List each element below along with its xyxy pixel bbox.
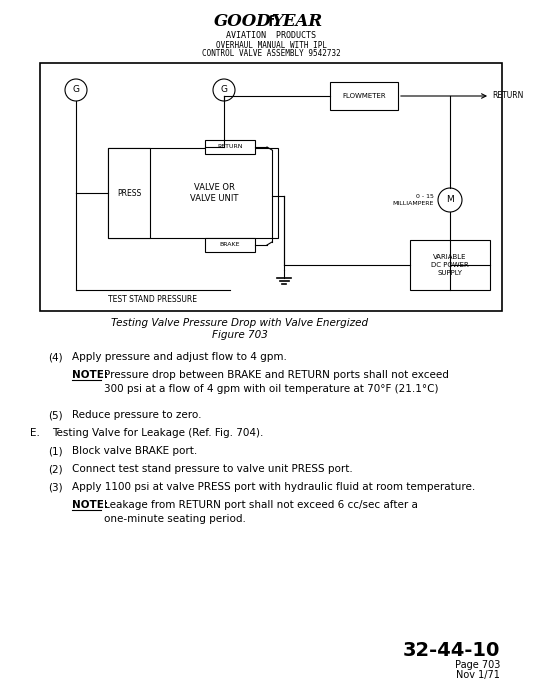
Text: Apply pressure and adjust flow to 4 gpm.: Apply pressure and adjust flow to 4 gpm. [72,352,287,362]
Bar [330,82,398,110]
Text: E.: E. [30,428,40,438]
Bar [40,63,502,311]
Text: Connect test stand pressure to valve unit PRESS port.: Connect test stand pressure to valve uni… [72,464,353,474]
Text: Testing Valve for Leakage (Ref. Fig. 704).: Testing Valve for Leakage (Ref. Fig. 704… [52,428,263,438]
Text: (1): (1) [48,446,63,456]
Text: G: G [72,85,80,94]
Text: 0 - 15
MILLIAMPERE: 0 - 15 MILLIAMPERE [393,195,434,206]
Bar [205,238,255,252]
Text: 32-44-10: 32-44-10 [403,640,500,659]
Text: Leakage from RETURN port shall not exceed 6 cc/sec after a
one-minute seating pe: Leakage from RETURN port shall not excee… [104,500,418,524]
Text: Pressure drop between BRAKE and RETURN ports shall not exceed
300 psi at a flow : Pressure drop between BRAKE and RETURN p… [104,370,449,394]
Text: CONTROL VALVE ASSEMBLY 9542732: CONTROL VALVE ASSEMBLY 9542732 [202,48,340,57]
Text: Apply 1100 psi at valve PRESS port with hydraulic fluid at room temperature.: Apply 1100 psi at valve PRESS port with … [72,482,475,492]
Bar [410,240,490,290]
Text: Figure 703: Figure 703 [212,330,268,340]
Text: Block valve BRAKE port.: Block valve BRAKE port. [72,446,197,456]
Text: (2): (2) [48,464,63,474]
Text: f: f [268,15,274,29]
Text: (4): (4) [48,352,63,362]
Text: TEST STAND PRESSURE: TEST STAND PRESSURE [109,295,197,304]
Text: Reduce pressure to zero.: Reduce pressure to zero. [72,410,201,420]
Text: BRAKE: BRAKE [220,242,240,248]
Text: G: G [221,85,228,94]
Text: PRESS: PRESS [117,188,141,197]
Text: Testing Valve Pressure Drop with Valve Energized: Testing Valve Pressure Drop with Valve E… [111,318,368,328]
Text: RETURN: RETURN [217,144,243,150]
Text: GOOD: GOOD [213,13,271,31]
Text: (3): (3) [48,482,63,492]
Text: NOTE:: NOTE: [72,500,108,510]
Text: YEAR: YEAR [271,13,322,31]
Text: RETURN: RETURN [492,92,523,101]
Text: AVIATION  PRODUCTS: AVIATION PRODUCTS [226,31,316,39]
Text: VALVE OR
VALVE UNIT: VALVE OR VALVE UNIT [190,183,238,204]
Bar [205,140,255,154]
Text: OVERHAUL MANUAL WITH IPL: OVERHAUL MANUAL WITH IPL [215,41,327,50]
Bar [108,148,150,238]
Text: Page 703: Page 703 [454,660,500,670]
Text: (5): (5) [48,410,63,420]
Text: FLOWMETER: FLOWMETER [342,93,386,99]
Text: Nov 1/71: Nov 1/71 [456,670,500,680]
Text: NOTE:: NOTE: [72,370,108,380]
Text: VARIABLE
DC POWER
SUPPLY: VARIABLE DC POWER SUPPLY [431,254,469,276]
Text: M: M [446,195,454,204]
Bar [108,148,278,238]
